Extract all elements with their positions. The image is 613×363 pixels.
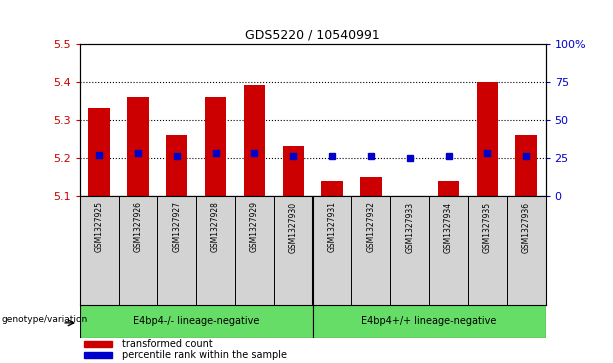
Text: E4bp4+/+ lineage-negative: E4bp4+/+ lineage-negative [362,316,497,326]
Bar [166,135,188,196]
Bar [438,181,459,196]
Text: transformed count: transformed count [121,339,212,349]
Bar [283,146,304,196]
Text: GSM1327934: GSM1327934 [444,201,453,253]
Text: GSM1327929: GSM1327929 [250,201,259,252]
Text: GSM1327928: GSM1327928 [211,201,220,252]
Text: GSM1327931: GSM1327931 [327,201,337,252]
Bar [477,82,498,196]
Bar [88,108,110,196]
Text: GSM1327926: GSM1327926 [134,201,142,252]
Text: GSM1327927: GSM1327927 [172,201,181,252]
Text: E4bp4-/- lineage-negative: E4bp4-/- lineage-negative [133,316,259,326]
Bar [516,135,537,196]
Text: percentile rank within the sample: percentile rank within the sample [121,350,287,360]
Text: GSM1327930: GSM1327930 [289,201,298,253]
Text: GSM1327935: GSM1327935 [483,201,492,253]
Title: GDS5220 / 10540991: GDS5220 / 10540991 [245,28,380,41]
Bar [360,177,381,196]
Bar [205,97,226,196]
Bar [244,85,265,196]
Bar [321,181,343,196]
Bar [85,341,112,347]
Text: GSM1327925: GSM1327925 [94,201,104,252]
Bar [313,305,546,338]
Text: genotype/variation: genotype/variation [2,315,88,324]
Bar [80,305,313,338]
Text: GSM1327936: GSM1327936 [522,201,531,253]
Bar [85,351,112,358]
Text: GSM1327932: GSM1327932 [367,201,375,252]
Text: GSM1327933: GSM1327933 [405,201,414,253]
Bar [128,97,148,196]
